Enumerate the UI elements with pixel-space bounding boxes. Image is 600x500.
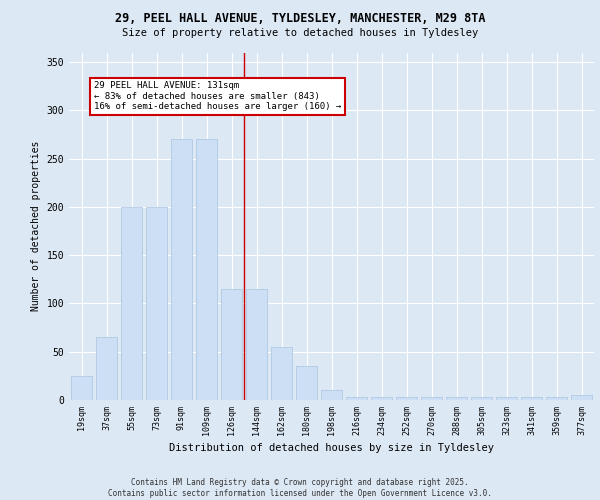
Bar: [171, 140, 192, 400]
Bar: [371, 397, 392, 400]
X-axis label: Distribution of detached houses by size in Tyldesley: Distribution of detached houses by size …: [169, 443, 494, 453]
Bar: [421, 397, 442, 400]
Text: 29, PEEL HALL AVENUE, TYLDESLEY, MANCHESTER, M29 8TA: 29, PEEL HALL AVENUE, TYLDESLEY, MANCHES…: [115, 12, 485, 26]
Bar: [571, 395, 592, 400]
Bar: [346, 397, 367, 400]
Y-axis label: Number of detached properties: Number of detached properties: [31, 141, 41, 312]
Bar: [446, 397, 467, 400]
Bar: [296, 366, 317, 400]
Bar: [221, 289, 242, 400]
Bar: [121, 207, 142, 400]
Bar: [271, 347, 292, 400]
Bar: [146, 207, 167, 400]
Text: Size of property relative to detached houses in Tyldesley: Size of property relative to detached ho…: [122, 28, 478, 38]
Bar: [521, 397, 542, 400]
Bar: [96, 338, 117, 400]
Text: Contains HM Land Registry data © Crown copyright and database right 2025.
Contai: Contains HM Land Registry data © Crown c…: [108, 478, 492, 498]
Bar: [196, 140, 217, 400]
Bar: [546, 397, 567, 400]
Bar: [396, 397, 417, 400]
Bar: [496, 397, 517, 400]
Bar: [71, 376, 92, 400]
Text: 29 PEEL HALL AVENUE: 131sqm
← 83% of detached houses are smaller (843)
16% of se: 29 PEEL HALL AVENUE: 131sqm ← 83% of det…: [94, 82, 341, 112]
Bar: [246, 289, 267, 400]
Bar: [471, 397, 492, 400]
Bar: [321, 390, 342, 400]
